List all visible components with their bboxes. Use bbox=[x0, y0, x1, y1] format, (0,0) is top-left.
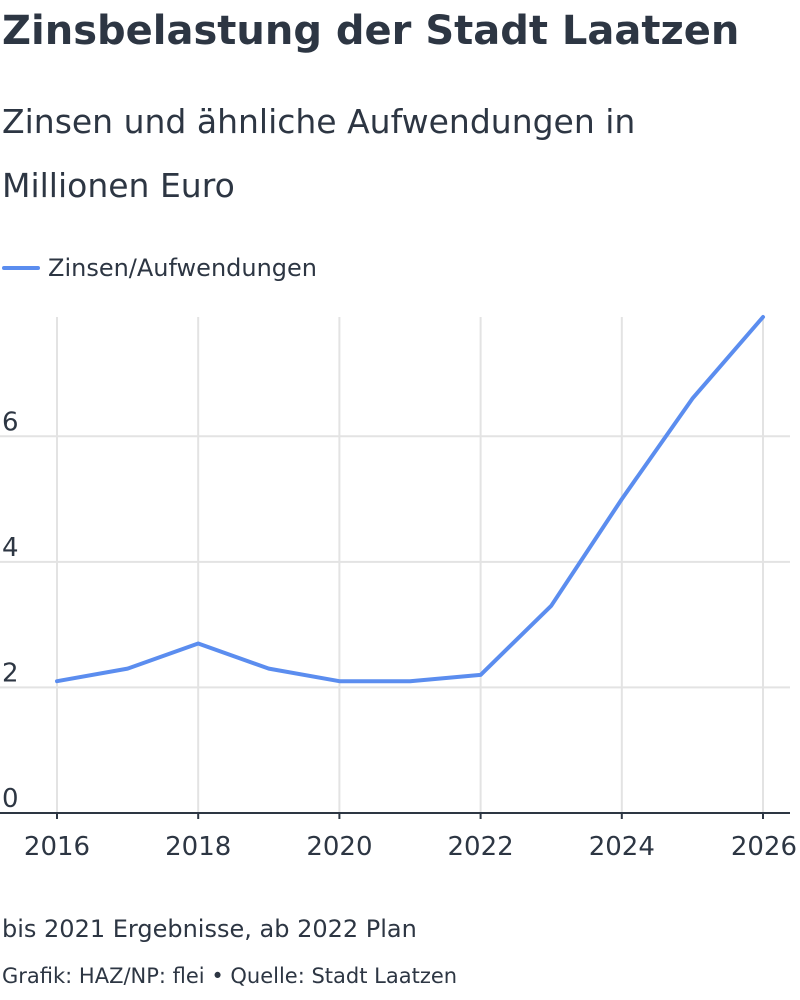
chart-subtitle: Zinsen und ähnliche Aufwendungen in Mill… bbox=[2, 102, 636, 205]
y-tick-label: 4 bbox=[2, 533, 19, 563]
legend-swatch bbox=[2, 266, 40, 270]
source-credit: Grafik: HAZ/NP: flei • Quelle: Stadt Laa… bbox=[2, 964, 458, 988]
line-chart: 2016 2018 2020 2022 2024 2026 0 2 4 6 bbox=[0, 315, 797, 862]
x-tick-label: 2016 bbox=[24, 832, 90, 862]
x-tick-label: 2024 bbox=[589, 832, 655, 862]
legend-label: Zinsen/Aufwendungen bbox=[48, 254, 318, 282]
series-line bbox=[55, 315, 765, 684]
x-tick-label: 2018 bbox=[165, 832, 231, 862]
chart-title: Zinsbelastung der Stadt Laatzen bbox=[2, 8, 740, 54]
x-tick-label: 2026 bbox=[731, 832, 797, 862]
x-tick-label: 2022 bbox=[448, 832, 514, 862]
legend: Zinsen/Aufwendungen bbox=[2, 250, 317, 286]
footnote: bis 2021 Ergebnisse, ab 2022 Plan bbox=[2, 915, 417, 943]
y-tick-label: 6 bbox=[2, 407, 19, 437]
y-tick-label: 0 bbox=[2, 784, 19, 814]
y-tick-label: 2 bbox=[2, 658, 19, 688]
x-tick-label: 2020 bbox=[306, 832, 372, 862]
